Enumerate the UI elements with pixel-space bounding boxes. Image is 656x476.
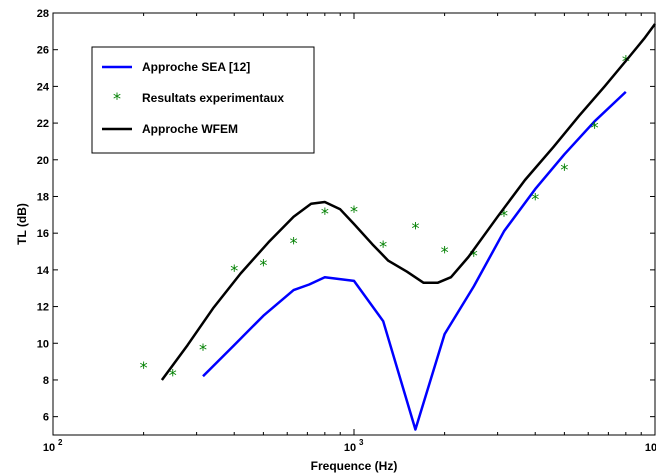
scatter-point: * xyxy=(321,204,329,223)
x-tick-labels: 102103104 xyxy=(43,438,656,454)
y-axis-label: TL (dB) xyxy=(15,203,29,245)
y-tick-label: 26 xyxy=(37,45,49,57)
y-tick-label: 24 xyxy=(37,81,50,93)
scatter-point: * xyxy=(441,243,449,262)
y-tick-label: 16 xyxy=(37,228,49,240)
scatter-point: * xyxy=(169,365,177,384)
legend-label-sea: Approche SEA [12] xyxy=(142,60,250,74)
scatter-point: * xyxy=(379,237,387,256)
y-tick-label: 28 xyxy=(37,8,49,20)
series-line-approche-wfem xyxy=(160,23,656,381)
y-tick-label: 6 xyxy=(43,412,49,424)
series-group: * *** *** **** ****** xyxy=(140,23,656,431)
x-tick-label: 10 3 xyxy=(344,438,364,454)
scatter-point: * xyxy=(591,118,599,137)
scatter-point: * xyxy=(411,219,419,238)
x-tick-base: 10 xyxy=(645,442,656,454)
y-tick-label: 10 xyxy=(37,338,49,350)
scatter-point: * xyxy=(140,358,148,377)
scatter-point: * xyxy=(199,340,207,359)
scatter-point: * xyxy=(290,233,298,252)
scatter-point: * xyxy=(500,206,508,225)
scatter-point: * xyxy=(560,160,568,179)
y-tick-label: 18 xyxy=(37,191,49,203)
x-tick-exp: 2 xyxy=(58,438,63,447)
scatter-point: * xyxy=(259,255,267,274)
y-tick-labels: 6 8 10 12 14 16 18 20 22 24 26 28 xyxy=(37,8,50,424)
legend-box xyxy=(91,46,315,154)
series-line-approche-sea-12 xyxy=(202,90,627,431)
y-tick-label: 8 xyxy=(43,375,49,387)
x-tick-exp: 3 xyxy=(359,438,364,447)
y-tick-label: 22 xyxy=(37,118,49,130)
legend-label-wfem: Approche WFEM xyxy=(142,122,238,136)
y-tick-label: 14 xyxy=(37,265,50,277)
tick-marks xyxy=(52,12,656,435)
legend-swatch-experimental: * xyxy=(113,89,121,108)
scatter-point: * xyxy=(230,261,238,280)
x-tick-base: 10 xyxy=(43,442,55,454)
x-tick-label: 104 xyxy=(645,442,656,454)
scatter-point: * xyxy=(350,202,358,221)
legend: Approche SEA [12] * Resultats experiment… xyxy=(91,46,315,154)
scatter-point: * xyxy=(531,189,539,208)
scatter-point: * xyxy=(470,246,478,265)
x-tick-base: 10 xyxy=(344,442,356,454)
legend-label-experimental: Resultats experimentaux xyxy=(142,91,284,105)
y-tick-label: 20 xyxy=(37,155,49,167)
x-tick-label: 10 2 xyxy=(43,438,63,454)
x-axis-label: Frequence (Hz) xyxy=(311,459,398,473)
y-tick-label: 12 xyxy=(37,302,49,314)
